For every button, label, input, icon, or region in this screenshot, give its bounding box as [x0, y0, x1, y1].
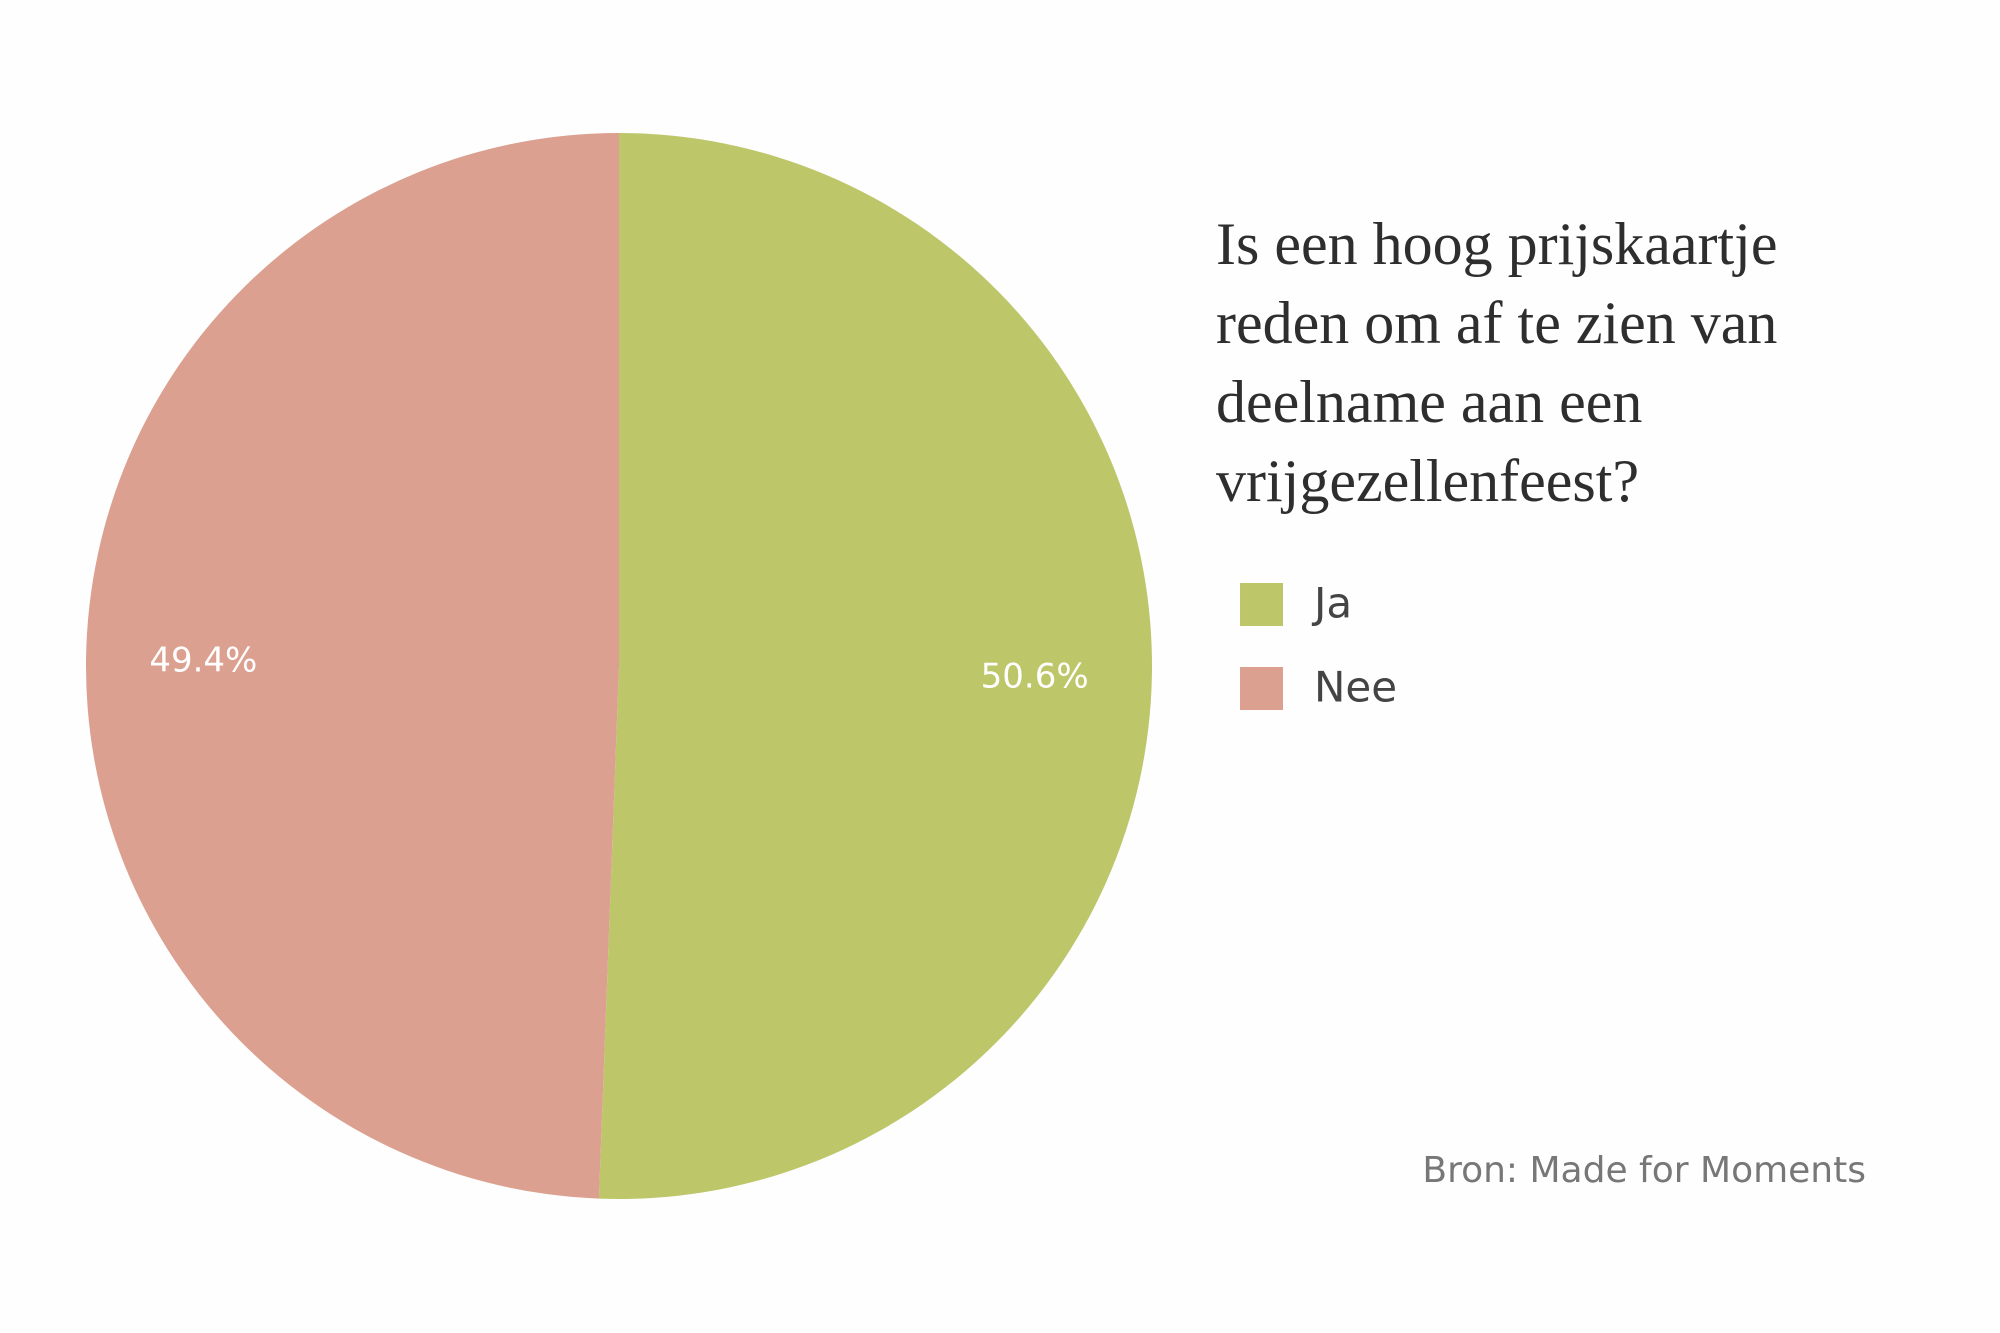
pie-slice	[85, 133, 620, 1199]
legend-label: Ja	[1311, 579, 1352, 628]
slice-label: 49.4%	[149, 641, 257, 681]
legend-label: Nee	[1314, 663, 1397, 712]
source: Bron: Made for Moments	[1422, 1150, 1866, 1191]
pie-slice	[598, 133, 1152, 1199]
slice-label: 50.6%	[981, 656, 1089, 696]
legend-swatch	[1240, 583, 1283, 626]
chart-title: Is een hoog prijskaartje reden om af te …	[1216, 211, 1778, 514]
legend-swatch	[1240, 667, 1283, 710]
